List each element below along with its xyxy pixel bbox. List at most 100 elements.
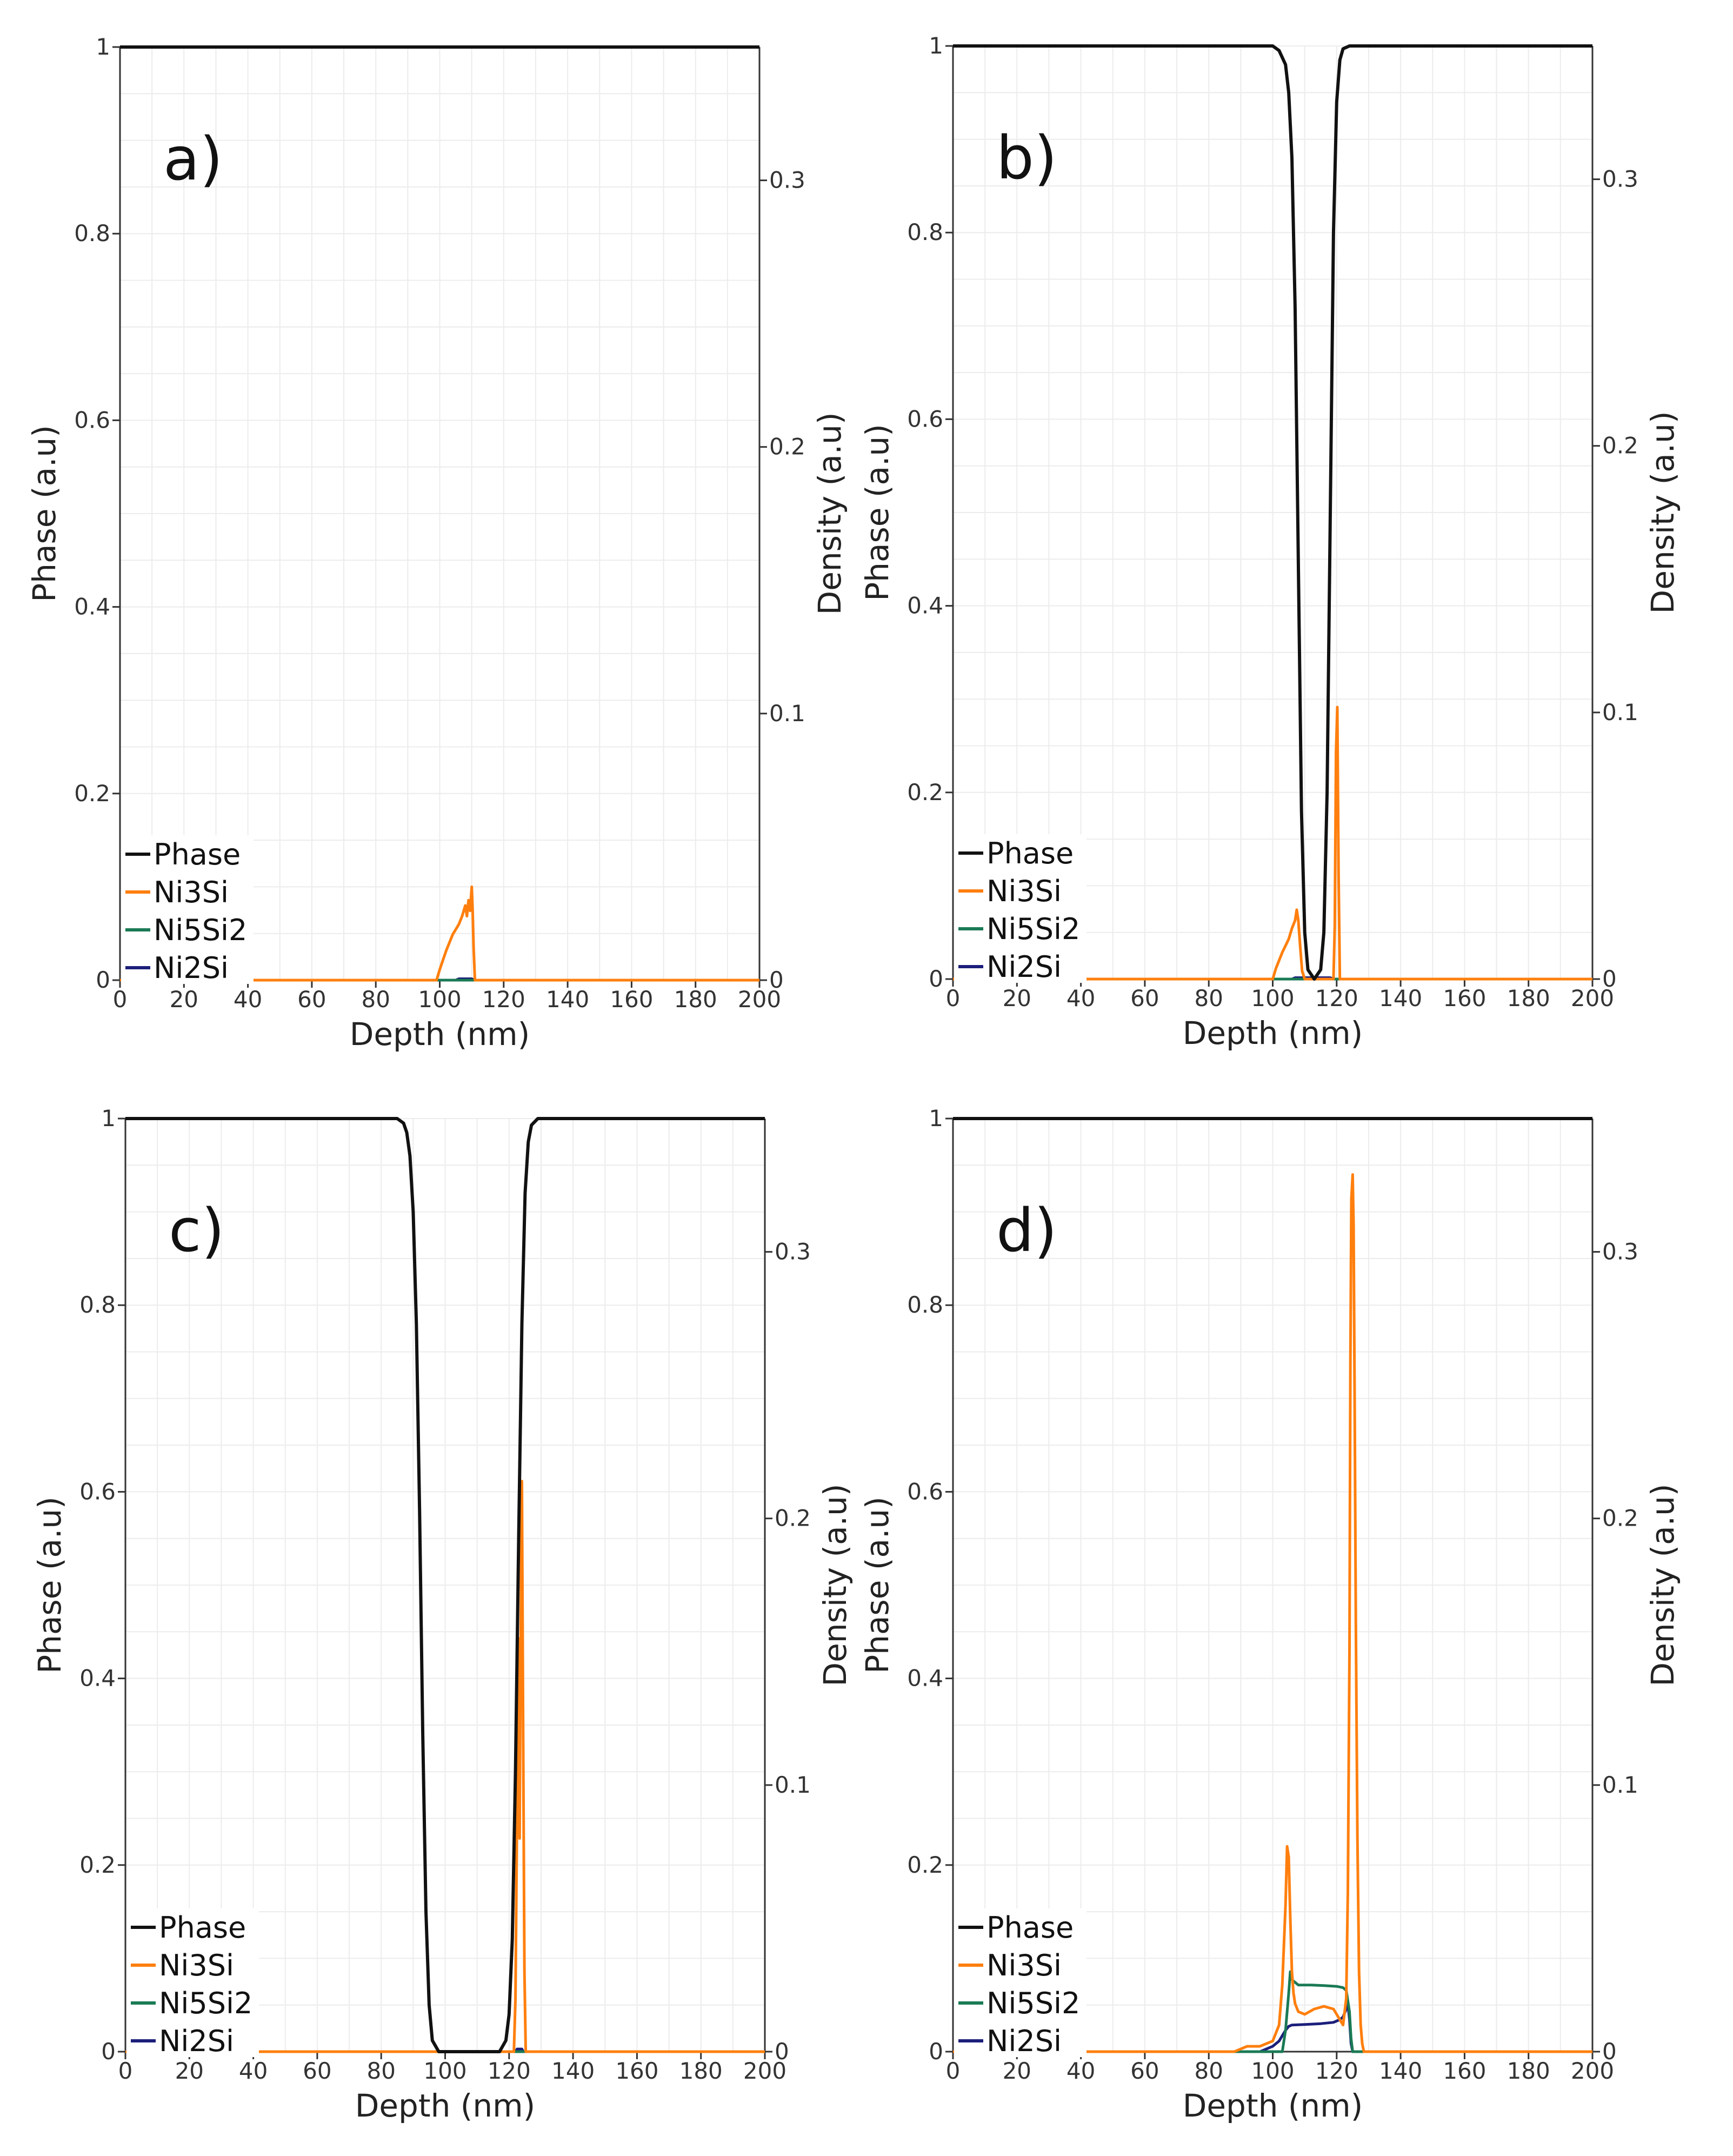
x-axis-title: Depth (nm)	[1183, 1015, 1363, 1052]
legend: Phase Ni3Si Ni5Si2 Ni2Si	[121, 835, 254, 985]
legend-label-ni3si: Ni3Si	[154, 875, 229, 909]
series-line-ni3si	[125, 1480, 765, 2053]
x-tick-label: 100	[423, 2058, 466, 2084]
right-tick-label: 0.2	[1602, 1505, 1638, 1532]
y-tick-label: 0.8	[907, 1292, 943, 1318]
x-tick-label: 60	[297, 986, 326, 1013]
y-tick-label: 0.4	[907, 593, 943, 619]
right-tick-label: 0.2	[775, 1505, 811, 1532]
left-axis-title: Phase (a.u)	[26, 425, 63, 602]
y-tick-label: 0.2	[907, 779, 943, 806]
right-tick-label: 0.1	[769, 700, 805, 727]
right-axis-title: Density (a.u)	[817, 1484, 854, 1687]
series-line-ni5si2	[953, 1970, 1592, 2053]
y-tick-label: 0.6	[907, 1478, 943, 1505]
legend-label-phase: Phase	[154, 837, 241, 871]
grid	[119, 46, 760, 981]
x-tick-label: 200	[1571, 985, 1614, 1012]
legend-background	[121, 835, 254, 984]
legend-label-ni5si2: Ni5Si2	[154, 913, 247, 947]
left-axis-title: Phase (a.u)	[31, 1496, 68, 1674]
x-axis-title: Depth (nm)	[355, 2087, 536, 2124]
right-tick-label: 0	[775, 2038, 789, 2065]
series-line-ni3si	[953, 1173, 1592, 2053]
right-tick-label: 0.2	[769, 434, 805, 460]
legend-label-phase: Phase	[987, 1911, 1074, 1945]
x-tick-label: 200	[743, 2058, 786, 2084]
x-tick-label: 140	[546, 986, 589, 1013]
grid	[125, 1118, 765, 2052]
x-tick-label: 180	[1507, 985, 1550, 1012]
series-line-ni3si	[120, 885, 759, 982]
legend-label-ni2si: Ni2Si	[987, 950, 1062, 984]
left-axis-title: Phase (a.u)	[859, 1496, 896, 1674]
y-tick-label: 0.8	[907, 219, 943, 245]
x-tick-label: 200	[1571, 2058, 1614, 2084]
x-axis-title: Depth (nm)	[1183, 2087, 1363, 2124]
right-tick-label: 0.3	[775, 1239, 811, 1265]
legend-label-ni3si: Ni3Si	[159, 1948, 234, 1982]
right-tick-label: 0.3	[1602, 166, 1638, 192]
right-tick-label: 0	[1602, 966, 1617, 992]
y-tick-label: 0	[929, 966, 943, 992]
y-tick-label: 0	[96, 967, 110, 993]
y-tick-label: 0.8	[74, 220, 110, 247]
y-tick-label: 1	[929, 1105, 943, 1132]
x-tick-label: 180	[1507, 2058, 1550, 2084]
y-tick-label: 0.2	[74, 780, 110, 807]
legend-label-ni2si: Ni2Si	[154, 951, 229, 985]
x-tick-label: 20	[1003, 985, 1031, 1012]
legend-label-ni5si2: Ni5Si2	[987, 912, 1080, 946]
x-tick-label: 160	[1443, 2058, 1486, 2084]
legend-background	[954, 834, 1087, 983]
panel-d: 0 20 40 60 80 100 120 140 160 180 20000.20.40.60.8…	[859, 1105, 1681, 2124]
x-tick-label: 0	[113, 986, 128, 1013]
left-axis-title: Phase (a.u)	[859, 424, 896, 601]
legend-background	[954, 1908, 1087, 2057]
panel-c: 0 20 40 60 80 100 120 140 160 180 20000.20.40.60.8…	[31, 1105, 854, 2124]
right-axis-title: Density (a.u)	[1644, 1484, 1681, 1687]
y-tick-label: 0.2	[79, 1852, 116, 1878]
y-tick-label: 1	[96, 34, 110, 60]
legend-label-ni2si: Ni2Si	[159, 2024, 234, 2058]
grid	[952, 1118, 1593, 2052]
x-tick-label: 160	[610, 986, 653, 1013]
x-axis-title: Depth (nm)	[350, 1016, 530, 1053]
x-tick-label: 160	[1443, 985, 1486, 1012]
x-tick-label: 80	[361, 986, 390, 1013]
y-tick-label: 0	[101, 2038, 116, 2065]
panel-letter: d)	[996, 1196, 1057, 1265]
x-tick-label: 40	[1067, 985, 1095, 1012]
legend-label-ni5si2: Ni5Si2	[159, 1986, 252, 2020]
series-line-phase	[125, 1117, 765, 2053]
legend-label-phase: Phase	[159, 1911, 246, 1945]
x-tick-label: 160	[615, 2058, 658, 2084]
x-tick-label: 20	[175, 2058, 204, 2084]
y-tick-label: 0.6	[79, 1478, 116, 1505]
x-tick-label: 140	[551, 2058, 595, 2084]
x-tick-label: 180	[679, 2058, 723, 2084]
x-tick-label: 0	[118, 2058, 133, 2084]
x-tick-label: 20	[1003, 2058, 1031, 2084]
right-tick-label: 0	[769, 967, 784, 993]
y-tick-label: 1	[929, 32, 943, 59]
x-tick-label: 100	[1251, 985, 1294, 1012]
x-tick-label: 180	[674, 986, 717, 1013]
right-tick-label: 0.2	[1602, 432, 1638, 459]
x-tick-label: 80	[366, 2058, 395, 2084]
x-tick-label: 80	[1194, 985, 1223, 1012]
x-tick-label: 200	[738, 986, 781, 1013]
x-tick-label: 0	[946, 2058, 961, 2084]
y-tick-label: 0.6	[74, 407, 110, 433]
y-tick-label: 0.4	[79, 1665, 116, 1692]
y-tick-label: 0.4	[907, 1665, 943, 1692]
series-line-phase	[953, 44, 1592, 981]
x-tick-label: 20	[170, 986, 198, 1013]
x-tick-label: 40	[1067, 2058, 1095, 2084]
y-tick-label: 0.8	[79, 1292, 116, 1318]
legend-label-ni3si: Ni3Si	[987, 1948, 1062, 1982]
right-axis-title: Density (a.u)	[1644, 411, 1681, 614]
